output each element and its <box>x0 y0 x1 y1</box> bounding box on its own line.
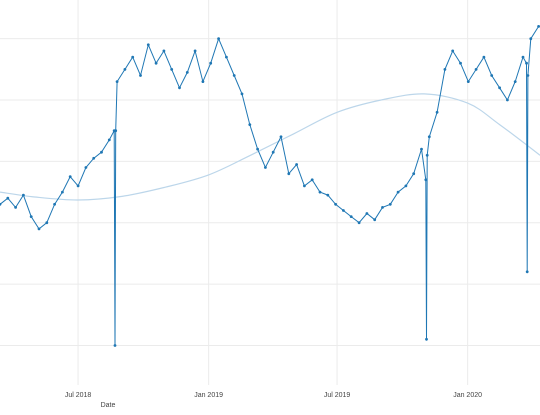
data-point <box>425 153 429 157</box>
data-point <box>217 37 221 41</box>
data-point <box>115 80 119 83</box>
x-tick-labels: Jul 2018 Jan 2019 Jul 2019 Jan 2020 <box>65 392 482 399</box>
data-point <box>425 337 428 341</box>
data-point <box>170 68 174 71</box>
data-point <box>29 215 33 219</box>
trend-line <box>0 93 540 201</box>
data-point <box>232 74 236 77</box>
x-tick-label: Jul 2018 <box>65 392 92 399</box>
data-point <box>14 206 17 209</box>
data-point <box>53 202 56 206</box>
data-point <box>209 61 213 65</box>
data-point <box>264 166 267 169</box>
data-point <box>185 71 189 74</box>
data-point <box>526 74 530 77</box>
x-tick-label: Jan 2020 <box>453 392 482 399</box>
data-point <box>139 74 142 77</box>
x-axis-title: Date <box>101 402 116 409</box>
data-point <box>295 163 298 166</box>
trend-layer <box>0 93 540 201</box>
data-point <box>303 184 306 188</box>
data-point <box>381 206 384 209</box>
data-point <box>0 202 2 206</box>
data-point <box>326 193 330 197</box>
data-point <box>498 86 501 90</box>
data-point <box>451 49 455 53</box>
data-point <box>466 80 470 83</box>
data-point <box>513 80 517 83</box>
data-point <box>146 43 150 47</box>
data-point <box>474 68 478 71</box>
data-point <box>310 178 314 182</box>
data-point <box>37 227 41 231</box>
data-point <box>357 221 361 225</box>
data-point <box>424 178 428 182</box>
data-point <box>318 190 322 194</box>
data-point <box>482 55 486 59</box>
data-point <box>334 202 337 206</box>
data-point <box>92 156 96 160</box>
data-point <box>162 49 166 53</box>
data-point <box>240 92 244 96</box>
data-point <box>506 98 509 102</box>
data-point <box>459 61 462 65</box>
series-layer <box>0 25 540 347</box>
data-point <box>412 172 416 176</box>
data-point <box>113 344 117 347</box>
data-point <box>427 135 431 139</box>
data-point <box>521 55 525 59</box>
data-point <box>287 172 291 176</box>
data-point <box>342 209 345 212</box>
data-point <box>525 270 529 274</box>
data-point <box>45 221 49 225</box>
data-point <box>420 147 423 151</box>
data-point <box>388 202 392 206</box>
data-point <box>178 86 181 90</box>
data-point <box>6 196 10 200</box>
data-point <box>349 215 353 219</box>
data-point <box>114 129 118 133</box>
data-point <box>225 55 228 59</box>
data-point <box>435 110 439 114</box>
data-point <box>525 61 528 65</box>
data-point <box>107 138 111 142</box>
data-point <box>131 55 135 59</box>
data-point <box>84 166 88 169</box>
data-point <box>365 212 369 215</box>
x-tick-label: Jul 2019 <box>324 392 351 399</box>
data-point <box>537 25 540 28</box>
grid-layer <box>0 0 540 385</box>
data-point <box>248 123 252 126</box>
data-point <box>61 190 64 194</box>
x-tick-label: Jan 2019 <box>194 392 223 399</box>
data-point <box>256 147 259 151</box>
data-point <box>271 150 275 154</box>
data-point <box>490 74 494 77</box>
data-point <box>100 150 103 154</box>
data-point <box>76 184 80 188</box>
data-point <box>279 135 283 139</box>
data-point <box>123 68 127 71</box>
data-point <box>396 190 400 194</box>
data-point <box>22 193 25 197</box>
data-point <box>201 80 205 83</box>
data-point <box>529 37 533 41</box>
data-point <box>68 175 72 179</box>
data-point <box>154 61 158 65</box>
data-point <box>404 184 408 188</box>
data-point <box>443 68 447 71</box>
data-point <box>373 218 377 222</box>
data-point <box>193 49 197 53</box>
series-line <box>0 26 540 346</box>
